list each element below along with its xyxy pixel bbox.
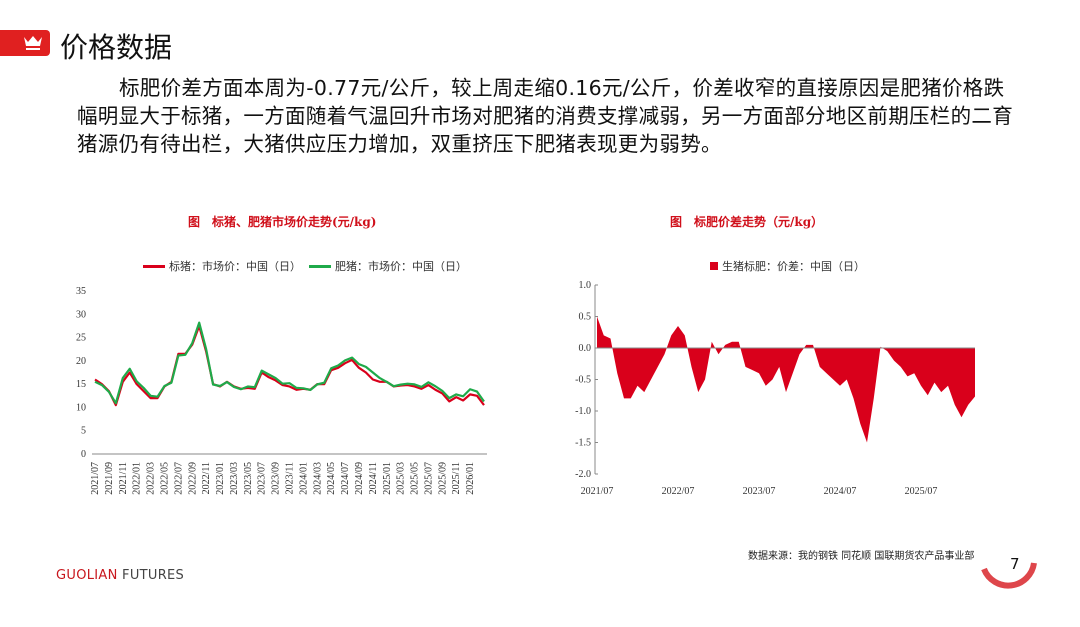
y-tick-label: 5: [81, 426, 86, 437]
page-title: 价格数据: [60, 31, 173, 64]
brand-b: FUTURES: [117, 568, 185, 583]
x-tick-label: 2021/09: [104, 462, 115, 495]
section-tab: [0, 30, 50, 56]
y-tick-label: 0.5: [579, 312, 592, 323]
legend-swatch-spread: [710, 262, 718, 270]
y-tick-label: 0: [81, 449, 86, 460]
summary-paragraph: 标肥价差方面本周为-0.77元/公斤，较上周走缩0.16元/公斤，价差收窄的直接…: [77, 76, 1013, 156]
y-tick-label: 25: [76, 333, 86, 344]
y-tick-label: -1.5: [575, 438, 591, 449]
x-tick-label: 2023/01: [215, 462, 226, 495]
x-tick-label: 2023/07: [743, 486, 776, 497]
y-tick-label: 0.0: [579, 343, 592, 354]
x-tick-label: 2023/09: [271, 462, 282, 495]
x-tick-label: 2026/01: [465, 462, 476, 495]
y-tick-label: 15: [76, 379, 86, 390]
x-tick-label: 2025/03: [396, 462, 407, 495]
chart-title-spread: 图 标肥价差走势（元/kg）: [670, 215, 824, 229]
x-tick-label: 2025/07: [905, 486, 938, 497]
y-tick-label: -1.0: [575, 406, 591, 417]
x-tick-label: 2022/09: [187, 462, 198, 495]
legend-swatch-fat: [309, 264, 331, 268]
brand-logo: GUOLIAN FUTURES: [56, 568, 184, 583]
crown-icon: [24, 36, 42, 50]
x-tick-label: 2021/07: [90, 462, 101, 495]
spread-area: [597, 316, 975, 443]
x-tick-label: 2021/11: [118, 462, 129, 494]
x-tick-label: 2025/05: [410, 462, 421, 495]
x-tick-label: 2023/07: [257, 462, 268, 495]
legend-swatch-standard: [143, 264, 165, 268]
y-tick-label: -0.5: [575, 375, 591, 386]
x-tick-label: 2023/03: [229, 462, 240, 495]
x-tick-label: 2025/07: [423, 462, 434, 495]
y-tick-label: 10: [76, 402, 86, 413]
y-tick-label: 35: [76, 286, 86, 297]
x-tick-label: 2022/07: [662, 486, 695, 497]
y-tick-label: 30: [76, 309, 86, 320]
y-tick-label: 1.0: [579, 280, 592, 291]
x-tick-label: 2024/07: [824, 486, 857, 497]
y-tick-label: 20: [76, 356, 86, 367]
x-tick-label: 2024/03: [312, 462, 323, 495]
x-tick-label: 2025/01: [382, 462, 393, 495]
page-arc-icon: [981, 562, 1037, 589]
legend-label-fat: 肥猪：市场价：中国（日）: [335, 260, 467, 273]
x-tick-label: 2021/07: [581, 486, 614, 497]
x-tick-label: 2022/07: [173, 462, 184, 495]
x-tick-label: 2022/11: [201, 462, 212, 494]
chart-title-prices: 图 标猪、肥猪市场价走势(元/kg): [188, 215, 377, 229]
data-source: 数据来源：我的钢铁 同花顺 国联期货农产品事业部: [748, 551, 975, 562]
x-tick-label: 2024/07: [340, 462, 351, 495]
x-tick-label: 2022/05: [159, 462, 170, 495]
brand-a: GUOLIAN: [56, 568, 118, 583]
x-tick-label: 2022/03: [146, 462, 157, 495]
spread-area-chart: 1.0 0.5 0.0 -0.5 -1.0 -1.5 -2.0 2021/07 2022/07 2…: [575, 280, 975, 497]
page-number: 7: [1010, 555, 1020, 573]
legend-spread: 生猪标肥：价差：中国（日）: [710, 258, 865, 274]
x-tick-label: 2023/11: [285, 462, 296, 494]
x-tick-label: 2024/01: [298, 462, 309, 495]
legend-prices: 标猪：市场价：中国（日） 肥猪：市场价：中国（日）: [143, 258, 467, 274]
series-line-standard: [94, 324, 485, 407]
series-line-fat: [94, 321, 485, 405]
y-tick-label: -2.0: [575, 469, 591, 480]
x-tick-label: 2024/09: [354, 462, 365, 495]
legend-label-standard: 标猪：市场价：中国（日）: [169, 260, 301, 273]
legend-label-spread: 生猪标肥：价差：中国（日）: [722, 260, 865, 273]
x-tick-label: 2024/11: [368, 462, 379, 494]
x-tick-label: 2025/09: [437, 462, 448, 495]
x-tick-label: 2023/05: [243, 462, 254, 495]
x-tick-label: 2025/11: [451, 462, 462, 494]
x-tick-label: 2022/01: [132, 462, 143, 495]
x-tick-label: 2024/05: [326, 462, 337, 495]
